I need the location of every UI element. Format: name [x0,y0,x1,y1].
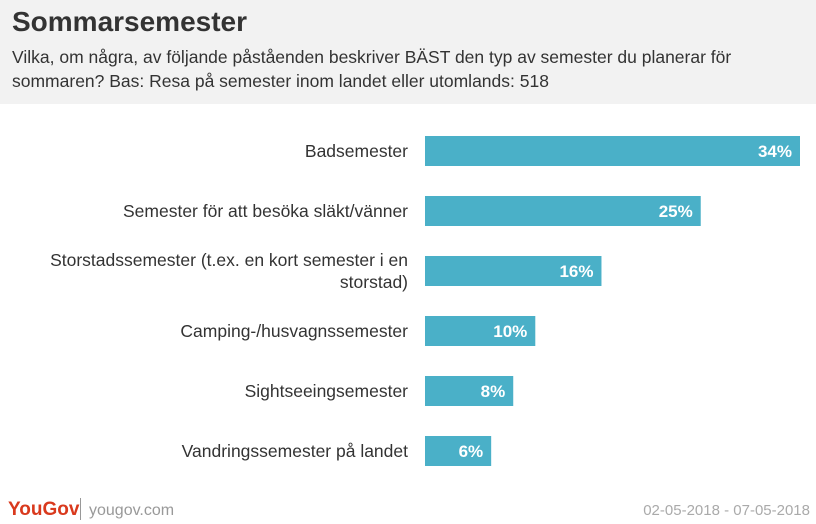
category-label-line: storstad) [340,272,408,292]
bar-value-label-3: 10% [493,322,527,341]
category-label-line: Storstadssemester (t.ex. en kort semeste… [50,250,408,270]
category-label-line: Sightseeingsemester [245,381,409,401]
category-label-2: Storstadssemester (t.ex. en kort semeste… [50,250,408,292]
bar-value-label-1: 25% [659,202,693,221]
bar-value-label-2: 16% [559,262,593,281]
bar-value-label-4: 8% [481,382,506,401]
bar-4 [425,376,514,406]
category-label-1: Semester för att besöka släkt/vänner [123,201,408,221]
footer-divider [80,498,81,520]
bar-0 [425,136,800,166]
bar-5 [425,436,492,466]
category-label-line: Semester för att besöka släkt/vänner [123,201,408,221]
category-label-3: Camping-/husvagnssemester [180,321,408,341]
chart-title: Sommarsemester [12,6,248,37]
chart-header: Sommarsemester Vilka, om några, av följa… [0,0,816,104]
category-label-0: Badsemester [305,141,408,161]
bar-1 [425,196,701,226]
category-label-line: Vandringssemester på landet [182,441,408,461]
footer-date-range: 02-05-2018 - 07-05-2018 [643,502,810,519]
category-label-5: Vandringssemester på landet [182,441,408,461]
category-label-4: Sightseeingsemester [245,381,409,401]
bar-value-label-0: 34% [758,142,792,161]
category-label-line: Camping-/husvagnssemester [180,321,408,341]
bar-3 [425,316,536,346]
bar-chart: 34% Badsemester 25% Semester för att besöka… [50,136,800,466]
bar-2 [425,256,602,286]
footer-site: yougov.com [89,502,175,519]
category-label-line: Badsemester [305,141,408,161]
chart-subtitle: Vilka, om några, av följande påståenden … [12,47,732,91]
yougov-logo: YouGov [8,499,80,520]
bar-value-label-5: 6% [459,442,484,461]
